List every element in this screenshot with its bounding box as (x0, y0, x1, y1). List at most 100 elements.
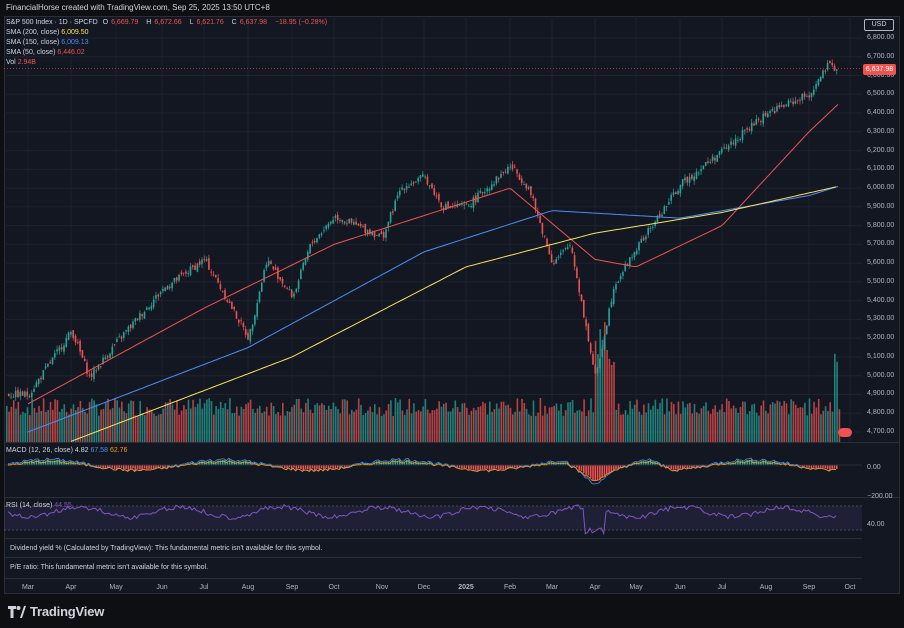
macd-histogram-bar (42, 461, 45, 465)
macd-histogram-bar (580, 465, 583, 471)
candle-body (58, 347, 61, 351)
volume-bar (788, 414, 790, 442)
time-tick: Jun (674, 584, 686, 591)
candle-body (608, 308, 610, 326)
candle-body (77, 342, 79, 344)
candle-body (251, 324, 254, 332)
macd-pane[interactable] (4, 443, 862, 497)
candle-body (288, 288, 291, 290)
macd-legend[interactable]: MACD (12, 26, close) 4.82 67.58 62.76 (6, 447, 128, 454)
volume-bar (157, 414, 160, 442)
volume-bar (817, 398, 820, 442)
candle-body (162, 288, 164, 292)
macd-histogram-bar (803, 465, 806, 467)
candle-body (569, 245, 571, 247)
candle-body (261, 282, 263, 292)
tradingview-logo[interactable]: TradingView (8, 604, 104, 619)
volume-bar (633, 404, 636, 442)
macd-histogram-bar (162, 465, 164, 469)
volume-bar (723, 412, 726, 442)
time-axis[interactable]: Mar Apr May Jun Jul Aug Sep Oct Nov Dec 2025 Feb Mar… (4, 578, 862, 594)
volume-bar (307, 398, 309, 442)
macd-histogram-bar (817, 465, 820, 468)
candle-body (86, 362, 88, 374)
candle-body (548, 246, 551, 255)
volume-bar (493, 409, 496, 442)
volume-bar (530, 415, 532, 442)
candle-body (60, 347, 63, 350)
price-pane[interactable] (4, 16, 862, 442)
volume-bar (339, 413, 342, 442)
macd-histogram-bar (385, 461, 387, 465)
volume-bar (171, 404, 174, 442)
volume-bar (613, 361, 615, 442)
candle-body (677, 191, 679, 195)
candle-body (157, 294, 160, 297)
volume-bar (771, 402, 774, 442)
volume-bar (208, 398, 210, 442)
volume-bar (26, 407, 29, 442)
sma50-legend[interactable]: SMA (50, close) 6,446.02 (6, 49, 85, 56)
macd-histogram-bar (543, 463, 546, 465)
candle-body (500, 173, 502, 178)
candle-body (242, 323, 245, 328)
vol-legend[interactable]: Vol 2.94B (6, 59, 36, 66)
macd-histogram-bar (102, 465, 104, 468)
macd-histogram-bar (645, 461, 647, 465)
volume-bar (6, 405, 8, 442)
macd-histogram-bar (461, 465, 463, 469)
candle-body (302, 262, 304, 270)
volume-bar (192, 399, 194, 442)
volume-bar (247, 402, 250, 442)
pane-divider[interactable] (4, 442, 900, 443)
pane-divider[interactable] (4, 497, 900, 498)
currency-badge[interactable]: USD (864, 19, 894, 31)
macd-histogram-bar (132, 465, 134, 469)
volume-bar (263, 411, 266, 442)
candle-body (555, 259, 557, 264)
price-axis[interactable]: 6,800.00 6,700.00 6,600.00 6,500.00 6,400.00… (862, 16, 900, 594)
candle-body (51, 357, 54, 365)
volume-bar (357, 398, 360, 442)
volume-bar (318, 405, 321, 442)
candle-body (132, 321, 134, 329)
volume-bar (528, 414, 530, 442)
macd-histogram-bar (484, 465, 486, 470)
events-icon[interactable] (838, 428, 852, 437)
macd-histogram-bar (263, 463, 265, 465)
candle-body (596, 367, 599, 373)
candle-body (150, 305, 153, 310)
candle-body (249, 329, 252, 342)
volume-bar (410, 413, 413, 442)
rsi-pane[interactable] (4, 498, 862, 538)
volume-bar (337, 409, 339, 442)
volume-bar (684, 407, 687, 442)
volume-bar (702, 406, 705, 442)
candle-body (833, 65, 836, 71)
volume-bar (475, 410, 477, 442)
volume-bar (217, 408, 220, 442)
candle-body (343, 221, 346, 224)
price-chart-canvas[interactable] (4, 16, 862, 442)
volume-bar (624, 410, 627, 442)
sma200-legend[interactable]: SMA (200, close) 6,009.50 (6, 29, 89, 36)
rsi-legend[interactable]: RSI (14, close) 44.55 (6, 502, 72, 509)
macd-histogram-bar (389, 462, 392, 465)
candle-body (716, 154, 718, 162)
volume-bar (558, 410, 560, 442)
macd-histogram-bar (585, 465, 587, 476)
candle-body (642, 237, 645, 241)
macd-histogram-bar (514, 465, 516, 468)
macd-histogram-bar (474, 465, 477, 470)
sma150-legend[interactable]: SMA (150, close) 6,009.13 (6, 39, 89, 46)
ohlc-row: S&P 500 Index · 1D · SPCFD O 6,669.79 H 6,… (6, 19, 328, 26)
price-tick: 6,500.00 (867, 90, 895, 98)
macd-histogram-bar (612, 465, 615, 471)
symbol-legend[interactable]: S&P 500 Index · 1D · SPCFD O 6,669.79 H 6,… (6, 18, 330, 68)
candle-body (484, 192, 486, 193)
macd-histogram-bar (836, 465, 838, 469)
volume-bar (79, 400, 82, 442)
volume-bar (196, 403, 199, 442)
candle-body (70, 331, 72, 335)
macd-histogram-bar (256, 463, 258, 465)
